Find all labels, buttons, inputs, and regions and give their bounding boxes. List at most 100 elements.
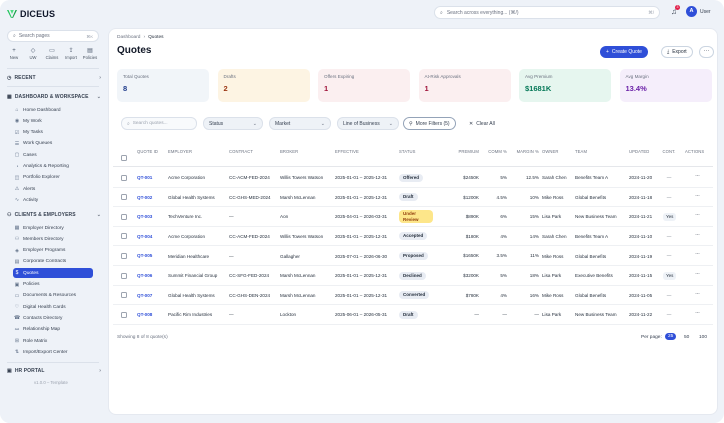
- app-logo[interactable]: DICEUS: [7, 9, 55, 19]
- sidebar-item-work-queues[interactable]: ☰ Work Queues: [14, 139, 94, 149]
- row-actions-button[interactable]: ···: [695, 290, 700, 297]
- sidebar-item-alerts[interactable]: ⚠ Alerts: [14, 184, 94, 194]
- section-dashboard[interactable]: ▦ DASHBOARD & WORKSPACE ⌄: [7, 94, 101, 100]
- sidebar-item-policies[interactable]: ▣ Policies: [14, 280, 94, 290]
- per-page-25[interactable]: 25: [665, 333, 677, 340]
- more-filters-button[interactable]: ⚲ More Filters (5): [403, 117, 456, 130]
- row-checkbox[interactable]: [121, 194, 127, 201]
- row-checkbox[interactable]: [121, 292, 127, 299]
- quote-id-link[interactable]: QT-001: [137, 175, 153, 180]
- user-name[interactable]: User: [700, 9, 711, 15]
- global-search-input[interactable]: ⌕ Search across everything... (⌘/) ⌘/: [434, 6, 660, 19]
- column-header[interactable]: ACTIONS: [685, 149, 705, 154]
- avatar[interactable]: A: [686, 6, 697, 17]
- section-clients[interactable]: ⚇ CLIENTS & EMPLOYERS ⌄: [7, 212, 101, 218]
- row-actions-button[interactable]: ···: [695, 212, 700, 219]
- row-checkbox[interactable]: [121, 174, 127, 181]
- sidebar-item-analytics-reporting[interactable]: ◔ Analytics & Reporting: [14, 162, 94, 172]
- quote-id-link[interactable]: QT-008: [137, 312, 153, 318]
- sidebar-item-members-directory[interactable]: ⚇ Members Directory: [14, 234, 94, 244]
- sidebar-item-role-matrix[interactable]: ⊞ Role Matrix: [14, 336, 94, 346]
- column-header[interactable]: OWNER: [542, 149, 559, 154]
- sidebar-item-import-export-center[interactable]: ⇅ Import/Export Center: [14, 347, 94, 357]
- create-quote-button[interactable]: + Create Quote: [600, 46, 648, 58]
- sidebar-item-digital-health-cards[interactable]: ♡ Digital Health Cards: [14, 302, 94, 312]
- quote-id-link[interactable]: QT-004: [137, 233, 153, 239]
- row-checkbox[interactable]: [121, 233, 127, 240]
- sidebar-item-employer-programs[interactable]: ◈ Employer Programs: [14, 246, 94, 256]
- quick-action-import[interactable]: ⇪ Import: [63, 48, 79, 60]
- line-of-business-filter[interactable]: Line of Business ⌄: [337, 117, 399, 130]
- table-row[interactable]: QT-004 Acme Corporation CC-ACM-FED-2024 Wil…: [113, 227, 713, 247]
- quick-action-new[interactable]: + New: [6, 48, 22, 60]
- quick-action-uw[interactable]: ◇ UW: [25, 48, 41, 60]
- row-checkbox[interactable]: [121, 252, 127, 259]
- select-all-checkbox[interactable]: [121, 155, 127, 161]
- cell-employer: Acme Corporation: [168, 234, 206, 240]
- section-recent[interactable]: ◷ RECENT ›: [7, 75, 101, 81]
- sidebar-item-my-work[interactable]: ◉ My Work: [14, 116, 94, 126]
- row-checkbox[interactable]: [121, 272, 127, 279]
- column-header[interactable]: MARGIN %: [516, 149, 539, 154]
- column-header[interactable]: QUOTE ID: [137, 149, 159, 154]
- sidebar-item-corporate-contracts[interactable]: ▤ Corporate Contracts: [14, 257, 94, 267]
- table-row[interactable]: QT-007 Global Health Systems CC-GHS-DEN-20…: [113, 286, 713, 306]
- column-header[interactable]: BROKER: [280, 149, 299, 154]
- quick-action-claims[interactable]: ▭ Claims: [44, 48, 60, 60]
- export-button[interactable]: ⤓ Export: [661, 46, 693, 58]
- sidebar-item-label: Alerts: [23, 186, 36, 192]
- row-actions-button[interactable]: ···: [695, 173, 700, 179]
- column-header[interactable]: PREMIUM: [458, 149, 479, 154]
- quote-search-input[interactable]: ⌕ Search quotes...: [121, 117, 197, 130]
- per-page-100[interactable]: 100: [699, 335, 708, 340]
- sidebar-item-home-dashboard[interactable]: ⌂ Home Dashboard: [14, 105, 94, 115]
- quote-id-link[interactable]: QT-006: [137, 273, 153, 278]
- row-actions-button[interactable]: ···: [695, 310, 700, 317]
- row-checkbox[interactable]: [121, 311, 127, 318]
- cell-contract: CC-GHS-DEN-2024: [229, 292, 271, 298]
- row-actions-button[interactable]: ···: [695, 251, 700, 258]
- sidebar-item-relationship-map[interactable]: ⚯ Relationship Map: [14, 325, 94, 335]
- quote-id-link[interactable]: QT-002: [137, 194, 153, 200]
- column-header[interactable]: CONTRACT: [229, 149, 254, 154]
- row-actions-button[interactable]: ···: [695, 271, 700, 277]
- column-header[interactable]: EMPLOYER: [168, 149, 193, 154]
- table-row[interactable]: QT-005 Meridian Healthcare — Gallagher 2025-…: [113, 246, 713, 266]
- quote-id-link[interactable]: QT-005: [137, 253, 153, 259]
- section-hr-portal[interactable]: ▣ HR PORTAL ›: [7, 368, 101, 374]
- table-row[interactable]: QT-003 TechVenture Inc. — Aon 2025-04-01 – 2…: [113, 207, 713, 227]
- row-checkbox[interactable]: [121, 213, 127, 220]
- column-header[interactable]: UPDATED: [629, 149, 650, 154]
- table-row[interactable]: QT-001 Acme Corporation CC-ACM-FED-2024 Wil…: [113, 168, 713, 188]
- market-filter[interactable]: Market ⌄: [269, 117, 331, 130]
- status-badge: Under Review: [399, 210, 433, 224]
- notifications-button[interactable]: ♫ 3: [671, 5, 680, 16]
- sidebar-item-employer-directory[interactable]: ▦ Employer Directory: [14, 223, 94, 233]
- row-actions-button[interactable]: ···: [695, 231, 700, 238]
- quote-id-link[interactable]: QT-007: [137, 292, 153, 298]
- sidebar-search-input[interactable]: ⌕ Search pages ⌘K: [7, 30, 99, 42]
- sidebar-item-contacts-directory[interactable]: ☎ Contacts Directory: [14, 313, 94, 323]
- table-row[interactable]: QT-008 Pacific Rim Industries — Lockton 2025…: [113, 305, 713, 325]
- breadcrumb-dashboard[interactable]: Dashboard: [117, 35, 141, 40]
- row-actions-button[interactable]: ···: [695, 192, 700, 199]
- sidebar-item-quotes[interactable]: $ Quotes: [13, 268, 93, 279]
- per-page-50[interactable]: 50: [684, 335, 690, 340]
- more-actions-button[interactable]: ···: [699, 46, 714, 58]
- table-row[interactable]: QT-002 Global Health Systems CC-GHS-MED-20…: [113, 188, 713, 208]
- sidebar-item-cases[interactable]: ▢ Cases: [14, 150, 94, 160]
- column-header[interactable]: EFFECTIVE: [335, 149, 359, 154]
- column-header[interactable]: TEAM: [575, 149, 588, 154]
- status-filter[interactable]: Status ⌄: [203, 117, 263, 130]
- column-header[interactable]: CONT.: [662, 149, 676, 154]
- clear-all-button[interactable]: ✕ Clear All: [469, 117, 495, 130]
- sidebar-item-portfolio-explorer[interactable]: ◫ Portfolio Explorer: [14, 173, 94, 183]
- quick-action-policies[interactable]: ▤ Policies: [82, 48, 98, 60]
- sidebar-item-documents-resources[interactable]: ▭ Documents & Resources: [14, 291, 94, 301]
- table-row[interactable]: QT-006 Summit Financial Group CC-SFG-FED-2…: [113, 266, 713, 286]
- column-header[interactable]: STATUS: [399, 149, 416, 154]
- sidebar-item-my-tasks[interactable]: ☑ My Tasks: [14, 128, 94, 138]
- column-header[interactable]: COMM %: [488, 149, 507, 154]
- quote-id-link[interactable]: QT-003: [137, 214, 153, 220]
- sidebar-item-activity[interactable]: ∿ Activity: [14, 195, 94, 205]
